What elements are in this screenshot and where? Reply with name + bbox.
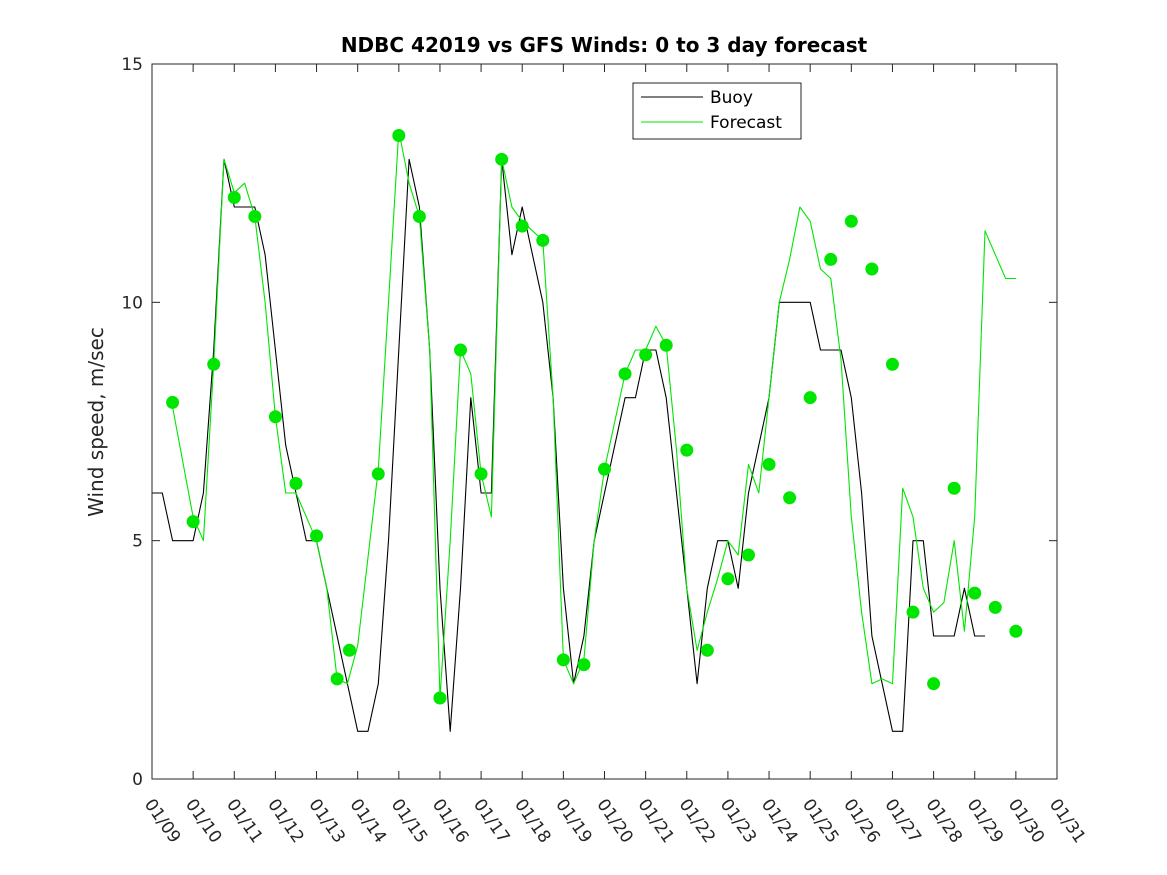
y-tick-label-1: 5 xyxy=(132,532,143,552)
forecast-marker-19 xyxy=(556,653,570,667)
forecast-marker-22 xyxy=(618,367,632,381)
plot-area: 05101501/0901/1001/1101/1201/1301/1401/1… xyxy=(121,55,1089,847)
forecast-marker-39 xyxy=(968,586,982,600)
forecast-marker-4 xyxy=(248,210,262,224)
y-axis-label: Wind speed, m/sec xyxy=(84,327,108,517)
forecast-marker-20 xyxy=(577,658,591,672)
legend: Buoy Forecast xyxy=(632,82,802,140)
legend-buoy-label: Buoy xyxy=(710,88,753,108)
forecast-marker-38 xyxy=(947,481,961,495)
forecast-marker-11 xyxy=(392,129,406,142)
forecast-marker-40 xyxy=(988,600,1002,614)
forecast-marker-2 xyxy=(207,357,221,371)
y-tick-label-2: 10 xyxy=(121,293,143,313)
forecast-marker-9 xyxy=(342,643,356,657)
forecast-marker-25 xyxy=(680,443,694,457)
forecast-marker-10 xyxy=(371,467,385,481)
forecast-marker-7 xyxy=(310,529,324,543)
forecast-marker-29 xyxy=(762,457,776,471)
forecast-marker-23 xyxy=(639,348,653,362)
forecast-marker-17 xyxy=(515,219,529,233)
legend-box xyxy=(632,82,802,140)
forecast-marker-35 xyxy=(885,357,899,371)
chart-title: NDBC 42019 vs GFS Winds: 0 to 3 day fore… xyxy=(341,33,868,57)
forecast-marker-13 xyxy=(433,691,447,705)
forecast-marker-33 xyxy=(844,214,858,228)
series-line-buoy xyxy=(152,158,985,732)
forecast-marker-32 xyxy=(824,252,838,266)
forecast-marker-14 xyxy=(454,343,468,357)
forecast-marker-31 xyxy=(803,391,817,405)
y-tick-label-3: 15 xyxy=(121,55,143,75)
forecast-marker-28 xyxy=(741,548,755,562)
forecast-marker-8 xyxy=(330,672,344,686)
forecast-marker-0 xyxy=(166,395,180,409)
forecast-marker-21 xyxy=(598,462,611,476)
forecast-marker-15 xyxy=(474,467,488,481)
forecast-marker-16 xyxy=(495,152,509,166)
forecast-marker-34 xyxy=(865,262,879,276)
forecast-marker-1 xyxy=(186,515,200,529)
forecast-marker-36 xyxy=(906,605,920,619)
forecast-marker-3 xyxy=(227,190,241,204)
legend-forecast-label: Forecast xyxy=(710,113,782,133)
forecast-marker-30 xyxy=(783,491,797,505)
forecast-marker-37 xyxy=(927,677,941,691)
forecast-marker-12 xyxy=(412,210,426,224)
forecast-marker-27 xyxy=(721,572,735,586)
y-tick-label-0: 0 xyxy=(132,770,143,790)
forecast-marker-6 xyxy=(289,476,303,490)
forecast-marker-18 xyxy=(536,233,550,247)
forecast-marker-5 xyxy=(268,410,282,424)
plot-background xyxy=(152,64,1057,779)
forecast-marker-24 xyxy=(659,338,673,352)
forecast-marker-41 xyxy=(1009,624,1023,638)
forecast-marker-26 xyxy=(700,643,714,657)
